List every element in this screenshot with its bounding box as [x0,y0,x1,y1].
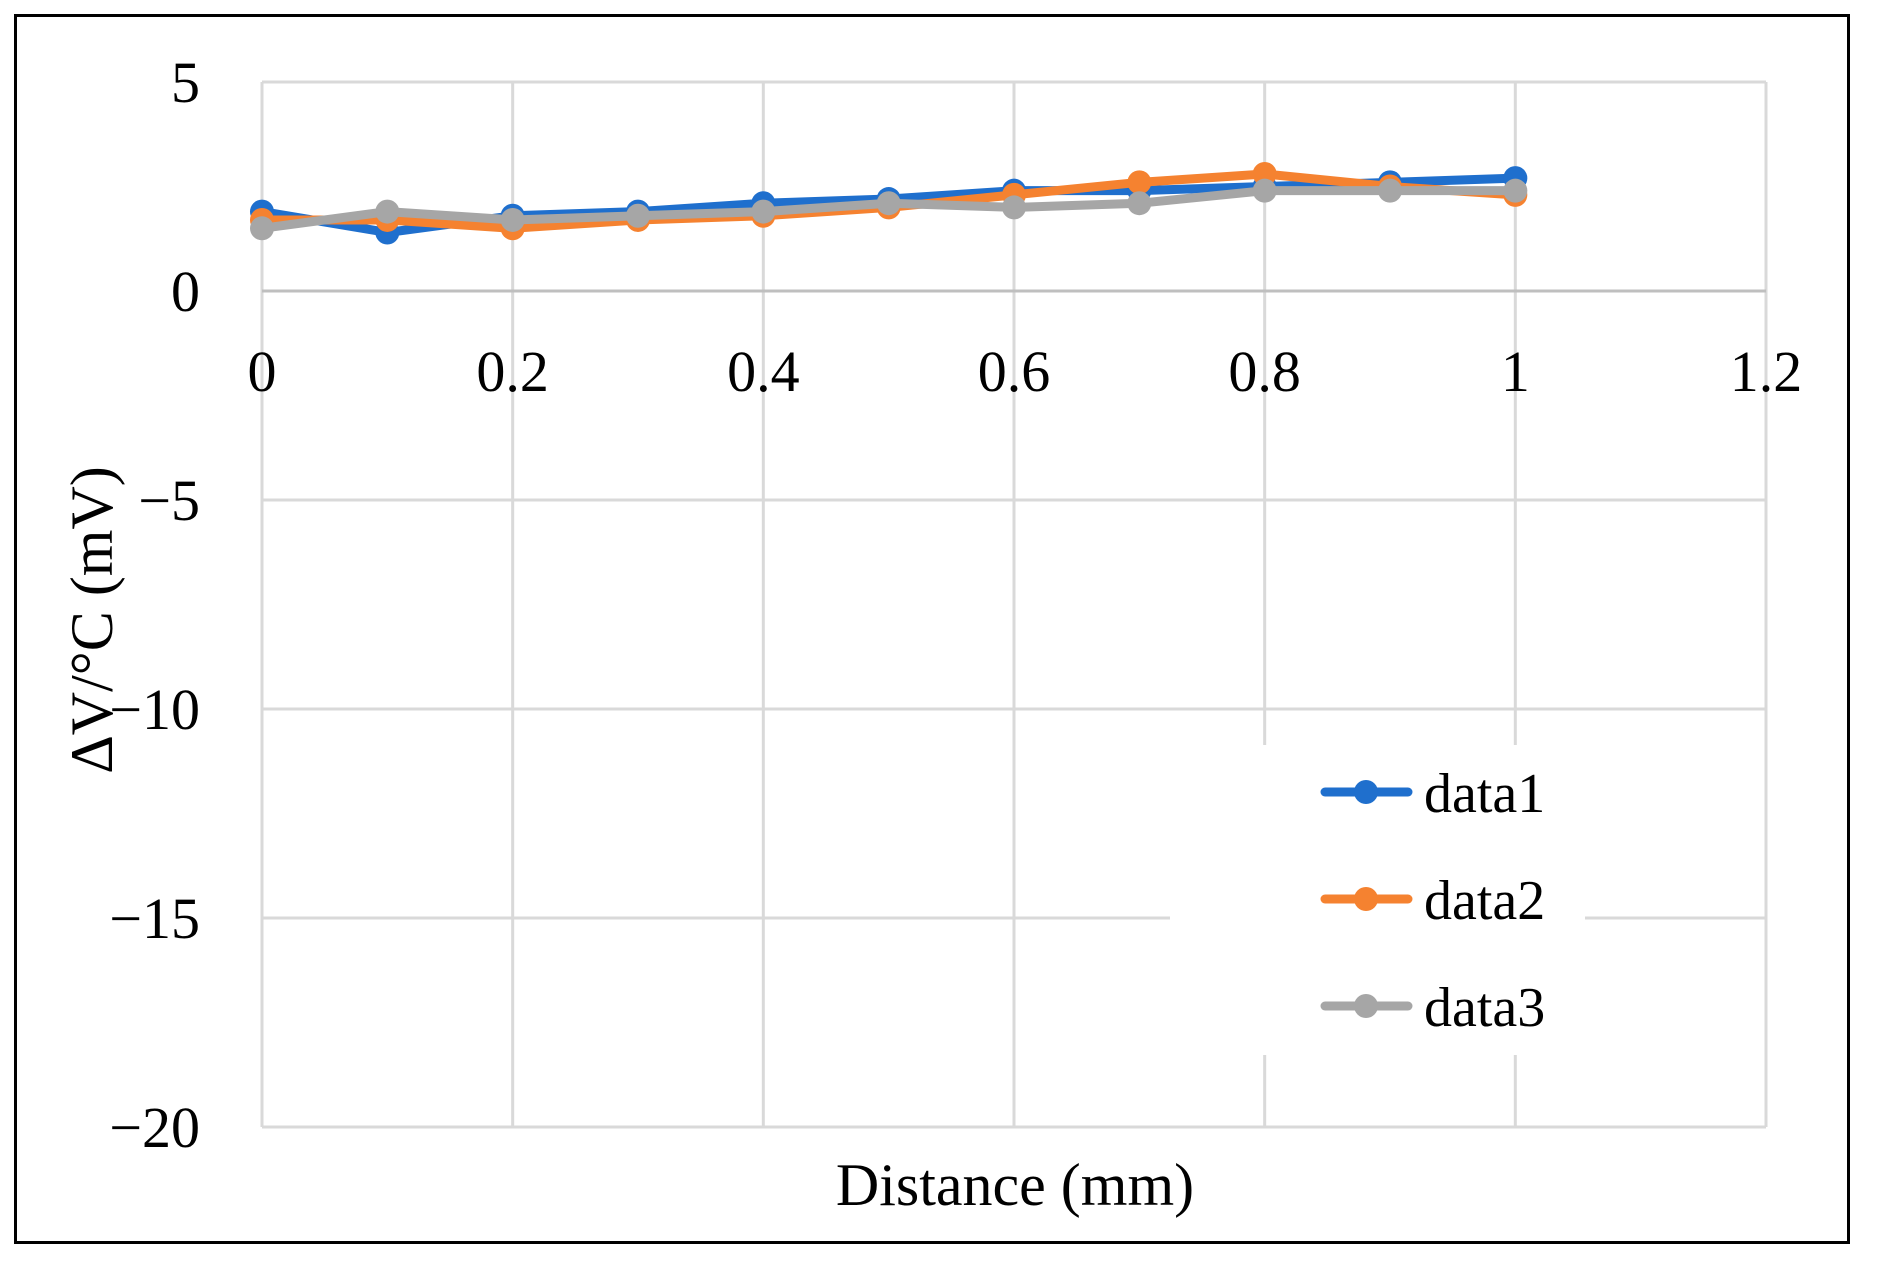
x-tick-label: 0 [248,339,277,404]
y-tick-label: 0 [171,259,200,324]
legend-swatch-marker-data2 [1354,887,1378,911]
data-point-data3 [375,199,400,224]
data-point-data3 [1002,195,1026,220]
x-tick-label: 0.4 [727,339,800,404]
y-tick-label: −5 [138,468,200,533]
y-axis-title: ΔV/°C (mV) [59,466,125,774]
legend: data1 data2 data3 [1170,745,1585,1055]
data-point-data3 [500,207,525,232]
series-layer [250,161,1528,245]
legend-label-data2: data2 [1424,870,1545,932]
data-point-data3 [1127,191,1152,216]
x-tick-label: 0.8 [1228,339,1301,404]
x-tick-label: 0.2 [476,339,549,404]
legend-swatch-marker-data3 [1354,994,1378,1018]
data-point-data3 [626,203,650,228]
legend-swatch-marker-data1 [1354,780,1378,804]
data-point-data3 [751,199,776,224]
x-tick-label: 1 [1501,339,1530,404]
y-tick-label: −10 [109,677,200,742]
data-point-data2 [1252,161,1277,186]
x-tick-label: 0.6 [978,339,1051,404]
y-tick-label: −15 [109,886,200,951]
tick-labels: 0 0.2 0.4 0.6 0.8 1 1.2 5 0 −5 −10 −15 −20 [109,50,1802,1160]
legend-label-data3: data3 [1424,977,1545,1039]
data-point-data2 [1127,170,1152,195]
y-tick-label: 5 [171,50,200,115]
x-axis-title: Distance (mm) [836,1152,1194,1218]
data-point-data3 [250,216,274,241]
x-tick-label: 1.2 [1730,339,1803,404]
legend-label-data1: data1 [1424,763,1545,825]
data-point-data3 [1503,178,1528,203]
data-point-data3 [1378,178,1402,203]
y-tick-label: −20 [109,1095,200,1160]
data-point-data3 [1252,178,1277,203]
data-point-data3 [876,191,901,216]
